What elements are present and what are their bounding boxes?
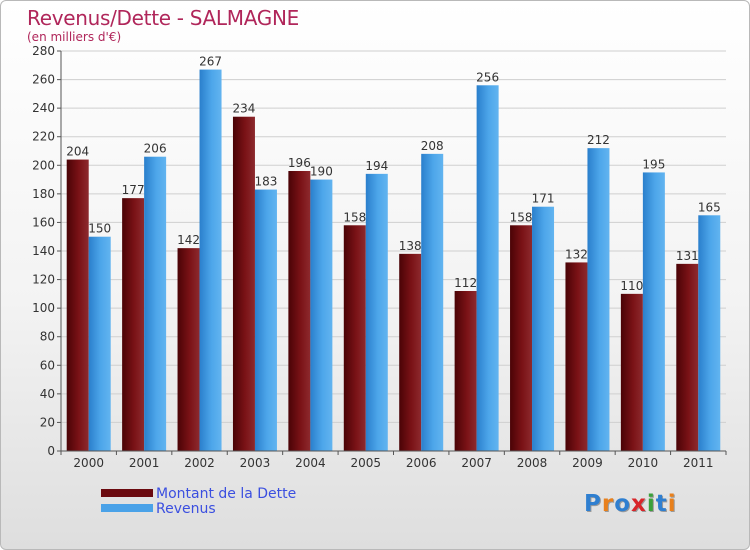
bar-dette — [343, 225, 366, 451]
logo-letter: t — [655, 491, 668, 517]
x-tick-label: 2003 — [240, 456, 271, 470]
y-tick-label: 60 — [40, 358, 55, 372]
y-tick-label: 240 — [32, 101, 55, 115]
bar-revenus — [310, 179, 333, 452]
x-tick-label: 2009 — [572, 456, 603, 470]
bar-dette — [676, 263, 699, 451]
data-label: 267 — [199, 55, 222, 69]
bar-revenus — [698, 215, 721, 451]
logo-letter: r — [601, 491, 615, 517]
data-label: 110 — [620, 279, 643, 293]
x-tick-label: 2008 — [517, 456, 548, 470]
legend-swatch-dette — [101, 489, 153, 497]
data-label: 194 — [365, 159, 388, 173]
data-label: 195 — [642, 157, 665, 171]
y-tick-label: 20 — [40, 415, 55, 429]
data-label: 234 — [233, 102, 256, 116]
y-tick-label: 260 — [32, 73, 55, 87]
chart-title: Revenus/Dette - SALMAGNE — [27, 6, 299, 30]
bar-revenus — [88, 236, 111, 451]
y-tick-label: 200 — [32, 158, 55, 172]
bar-dette — [177, 248, 200, 451]
bar-dette — [66, 159, 89, 452]
bar-dette — [565, 262, 588, 451]
data-label: 206 — [144, 142, 167, 156]
bar-dette — [510, 225, 533, 451]
x-tick-label: 2001 — [129, 456, 160, 470]
data-label: 112 — [454, 276, 477, 290]
y-tick-label: 280 — [32, 44, 55, 58]
bar-revenus — [365, 173, 388, 451]
bar-dette — [454, 291, 477, 451]
data-label: 196 — [288, 156, 311, 170]
logo-letter: i — [646, 491, 656, 517]
bar-layer — [66, 69, 721, 452]
bar-revenus — [642, 172, 665, 451]
data-label: 256 — [476, 70, 499, 84]
data-label: 132 — [565, 247, 588, 261]
bar-revenus — [476, 85, 499, 452]
bar-revenus — [587, 148, 610, 451]
x-tick-label: 2005 — [351, 456, 382, 470]
bar-dette — [232, 116, 255, 451]
data-label: 212 — [587, 133, 610, 147]
y-tick-label: 140 — [32, 244, 55, 258]
y-tick-label: 180 — [32, 187, 55, 201]
data-label: 165 — [698, 200, 721, 214]
data-label: 190 — [310, 165, 333, 179]
bar-revenus — [532, 206, 555, 451]
legend-label-revenus: Revenus — [156, 501, 216, 517]
data-label: 171 — [532, 192, 555, 206]
x-tick-label: 2007 — [461, 456, 492, 470]
data-label: 158 — [510, 210, 533, 224]
data-label: 150 — [88, 222, 111, 236]
axis-layer: 0 20 40 60 80 100 120 140 160 180 200 220 240 260 280 2… — [32, 44, 727, 470]
x-tick-label: 2002 — [184, 456, 215, 470]
y-tick-label: 40 — [40, 387, 55, 401]
x-tick-label: 2004 — [295, 456, 326, 470]
data-label: 138 — [399, 239, 422, 253]
data-label: 208 — [421, 139, 444, 153]
bar-revenus — [254, 189, 277, 452]
bar-dette — [399, 253, 422, 451]
bar-dette — [122, 198, 145, 451]
y-tick-label: 160 — [32, 215, 55, 229]
x-tick-label: 2006 — [406, 456, 437, 470]
bar-dette — [620, 293, 643, 451]
legend-label-dette: Montant de la Dette — [156, 486, 297, 502]
x-tick-label: 2010 — [628, 456, 659, 470]
y-tick-label: 0 — [47, 444, 55, 458]
chart-subtitle: (en milliers d'€) — [27, 30, 122, 44]
logo-letter: o — [614, 491, 632, 517]
data-label: 183 — [255, 175, 278, 189]
bar-revenus — [199, 69, 222, 452]
data-label: 142 — [177, 233, 200, 247]
data-label: 158 — [343, 210, 366, 224]
bar-revenus — [144, 156, 167, 451]
y-tick-label: 100 — [32, 301, 55, 315]
bar-revenus — [421, 153, 444, 451]
data-label: 131 — [676, 249, 699, 263]
y-tick-label: 120 — [32, 273, 55, 287]
data-label: 204 — [66, 145, 89, 159]
y-tick-label: 220 — [32, 130, 55, 144]
x-tick-label: 2000 — [73, 456, 104, 470]
x-tick-label: 2011 — [683, 456, 714, 470]
proxiti-logo[interactable]: Proxiti — [584, 491, 677, 517]
y-tick-label: 80 — [40, 330, 55, 344]
logo-letter: P — [584, 491, 602, 517]
data-label: 177 — [122, 183, 145, 197]
bar-dette — [288, 171, 311, 451]
logo-letter: x — [631, 491, 647, 517]
legend-swatch-revenus — [101, 504, 153, 512]
logo-letter: i — [667, 491, 677, 517]
